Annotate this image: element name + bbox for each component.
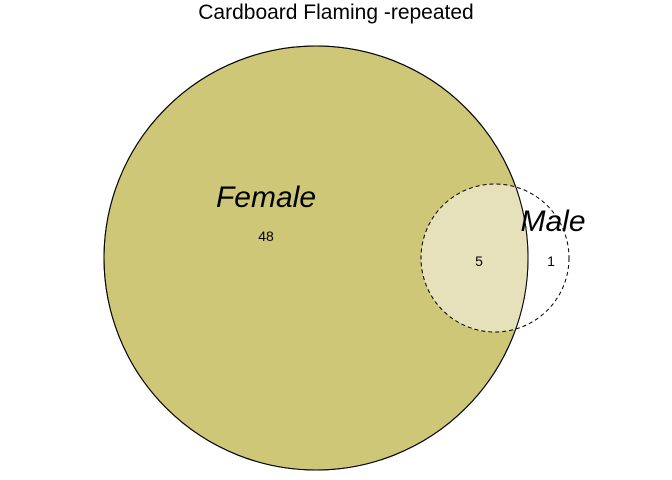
female-set-outline [103,45,529,471]
male-only-count: 1 [547,253,555,269]
male-set-circle [420,183,570,333]
female-only-count: 48 [258,228,274,244]
female-set-label: Female [216,181,316,214]
diagram-title: Cardboard Flaming -repeated [198,1,473,24]
intersection-region [421,184,528,332]
intersection-count: 5 [475,253,483,269]
male-set-label: Male [520,205,585,238]
